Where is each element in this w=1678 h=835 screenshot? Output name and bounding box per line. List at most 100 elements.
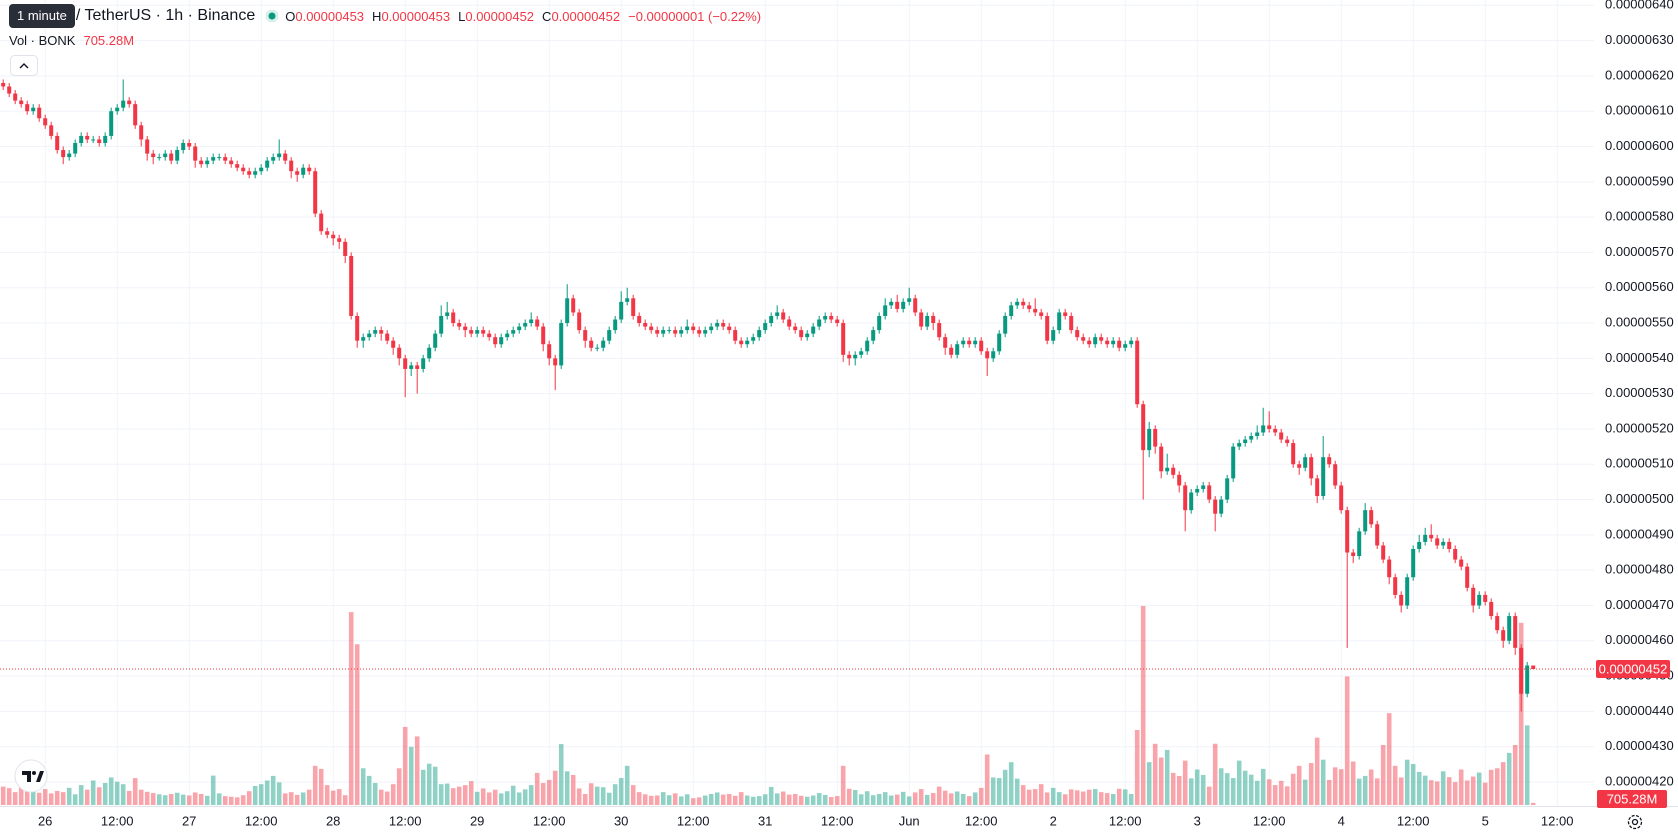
y-tick-label: 0.00000540 <box>1605 350 1674 365</box>
volume-bar <box>780 791 786 805</box>
volume-bar <box>1164 749 1170 805</box>
volume-bar <box>276 782 282 805</box>
candle-body <box>37 107 42 119</box>
candle-body <box>643 323 648 327</box>
candle-body <box>1141 404 1146 451</box>
candle-body <box>1525 665 1530 694</box>
candle-body <box>13 93 18 101</box>
candle-body <box>421 358 426 369</box>
volume-bar <box>360 768 366 805</box>
volume-bar <box>1320 759 1326 805</box>
volume-bar <box>444 783 450 805</box>
candle-body <box>85 135 90 140</box>
volume-bar <box>1044 792 1050 805</box>
candle-body <box>409 365 414 369</box>
volume-bar <box>1350 761 1356 805</box>
candle-body <box>493 337 498 345</box>
candle-body <box>901 301 906 309</box>
volume-bar <box>108 777 114 805</box>
volume-bar <box>768 786 774 805</box>
candle-body <box>613 319 618 331</box>
candle-body <box>217 157 222 159</box>
collapse-button[interactable] <box>10 55 38 76</box>
candle-body <box>625 298 630 302</box>
volume-bar <box>840 765 846 805</box>
candle-body <box>859 351 864 355</box>
candle-body <box>115 107 120 112</box>
y-tick-label: 0.00000590 <box>1605 173 1674 188</box>
candle-body <box>1399 594 1404 606</box>
y-tick-label: 0.00000610 <box>1605 103 1674 118</box>
volume-bar <box>96 787 102 805</box>
volume-bar <box>1452 782 1458 805</box>
volume-bar <box>324 785 330 805</box>
volume-bar <box>174 792 180 805</box>
candle-body <box>805 333 810 338</box>
volume-bar <box>192 792 198 805</box>
symbol-title[interactable]: / TetherUS · 1h · Binance <box>75 7 256 24</box>
settings-button[interactable] <box>1626 813 1644 831</box>
candle-body <box>1255 432 1260 437</box>
volume-bar <box>114 781 120 805</box>
volume-bar <box>72 794 78 805</box>
volume-bar <box>882 792 888 805</box>
candle-body <box>1345 510 1350 553</box>
candle-body <box>1015 301 1020 306</box>
candle-body <box>1261 425 1266 433</box>
volume-bar <box>1326 779 1332 805</box>
tv-logo[interactable] <box>14 759 48 793</box>
volume-bar <box>204 795 210 805</box>
volume-bar <box>750 796 756 805</box>
volume-bar <box>534 772 540 805</box>
candle-body <box>961 340 966 345</box>
volume-bar <box>1224 773 1230 805</box>
volume-bar <box>378 789 384 805</box>
candle-body <box>211 157 216 161</box>
y-tick-label: 0.00000500 <box>1605 491 1674 506</box>
volume-bar <box>372 782 378 805</box>
candle-body <box>235 164 240 168</box>
candle-body <box>343 241 348 256</box>
candle-body <box>841 323 846 355</box>
candle-body <box>553 358 558 366</box>
volume-bar <box>264 780 270 805</box>
candle-body <box>1231 446 1236 479</box>
market-status[interactable] <box>265 9 279 23</box>
volume-bar <box>1080 791 1086 805</box>
candle-body <box>973 340 978 345</box>
candle-body <box>1303 457 1308 468</box>
candle-body <box>835 319 840 324</box>
volume-bar <box>78 785 84 805</box>
volume-bar <box>1020 785 1026 805</box>
candle-body <box>907 298 912 302</box>
volume-bar <box>834 796 840 805</box>
candle-body <box>325 231 330 235</box>
y-tick-label: 0.00000420 <box>1605 773 1674 788</box>
volume-bar <box>600 787 606 805</box>
legend-row: 1 minute / TetherUS · 1h · Binance O 0.00… <box>9 3 761 29</box>
candle-body <box>397 347 402 359</box>
open-label: O <box>285 8 296 24</box>
candle-body <box>1051 330 1056 341</box>
candle-body <box>661 330 666 334</box>
volume-bar <box>618 778 624 805</box>
candle-body <box>1417 541 1422 549</box>
y-tick-label: 0.00000430 <box>1605 738 1674 753</box>
volume-bar <box>858 794 864 805</box>
y-tick-label: 0.00000640 <box>1605 0 1674 12</box>
volume-bar <box>942 790 948 805</box>
candle-body <box>1135 340 1140 405</box>
candle-body <box>229 160 234 165</box>
volume-bar <box>606 792 612 805</box>
candle-body <box>1039 312 1044 316</box>
candle-body <box>535 319 540 327</box>
volume-bar <box>1374 778 1380 805</box>
candle-body <box>1453 548 1458 560</box>
candle-body <box>529 319 534 324</box>
candle-body <box>283 153 288 161</box>
candle-body <box>793 326 798 331</box>
volume-bar <box>300 792 306 805</box>
volume-bar <box>1488 769 1494 805</box>
candle-body <box>97 139 102 143</box>
volume-bar <box>1338 769 1344 805</box>
